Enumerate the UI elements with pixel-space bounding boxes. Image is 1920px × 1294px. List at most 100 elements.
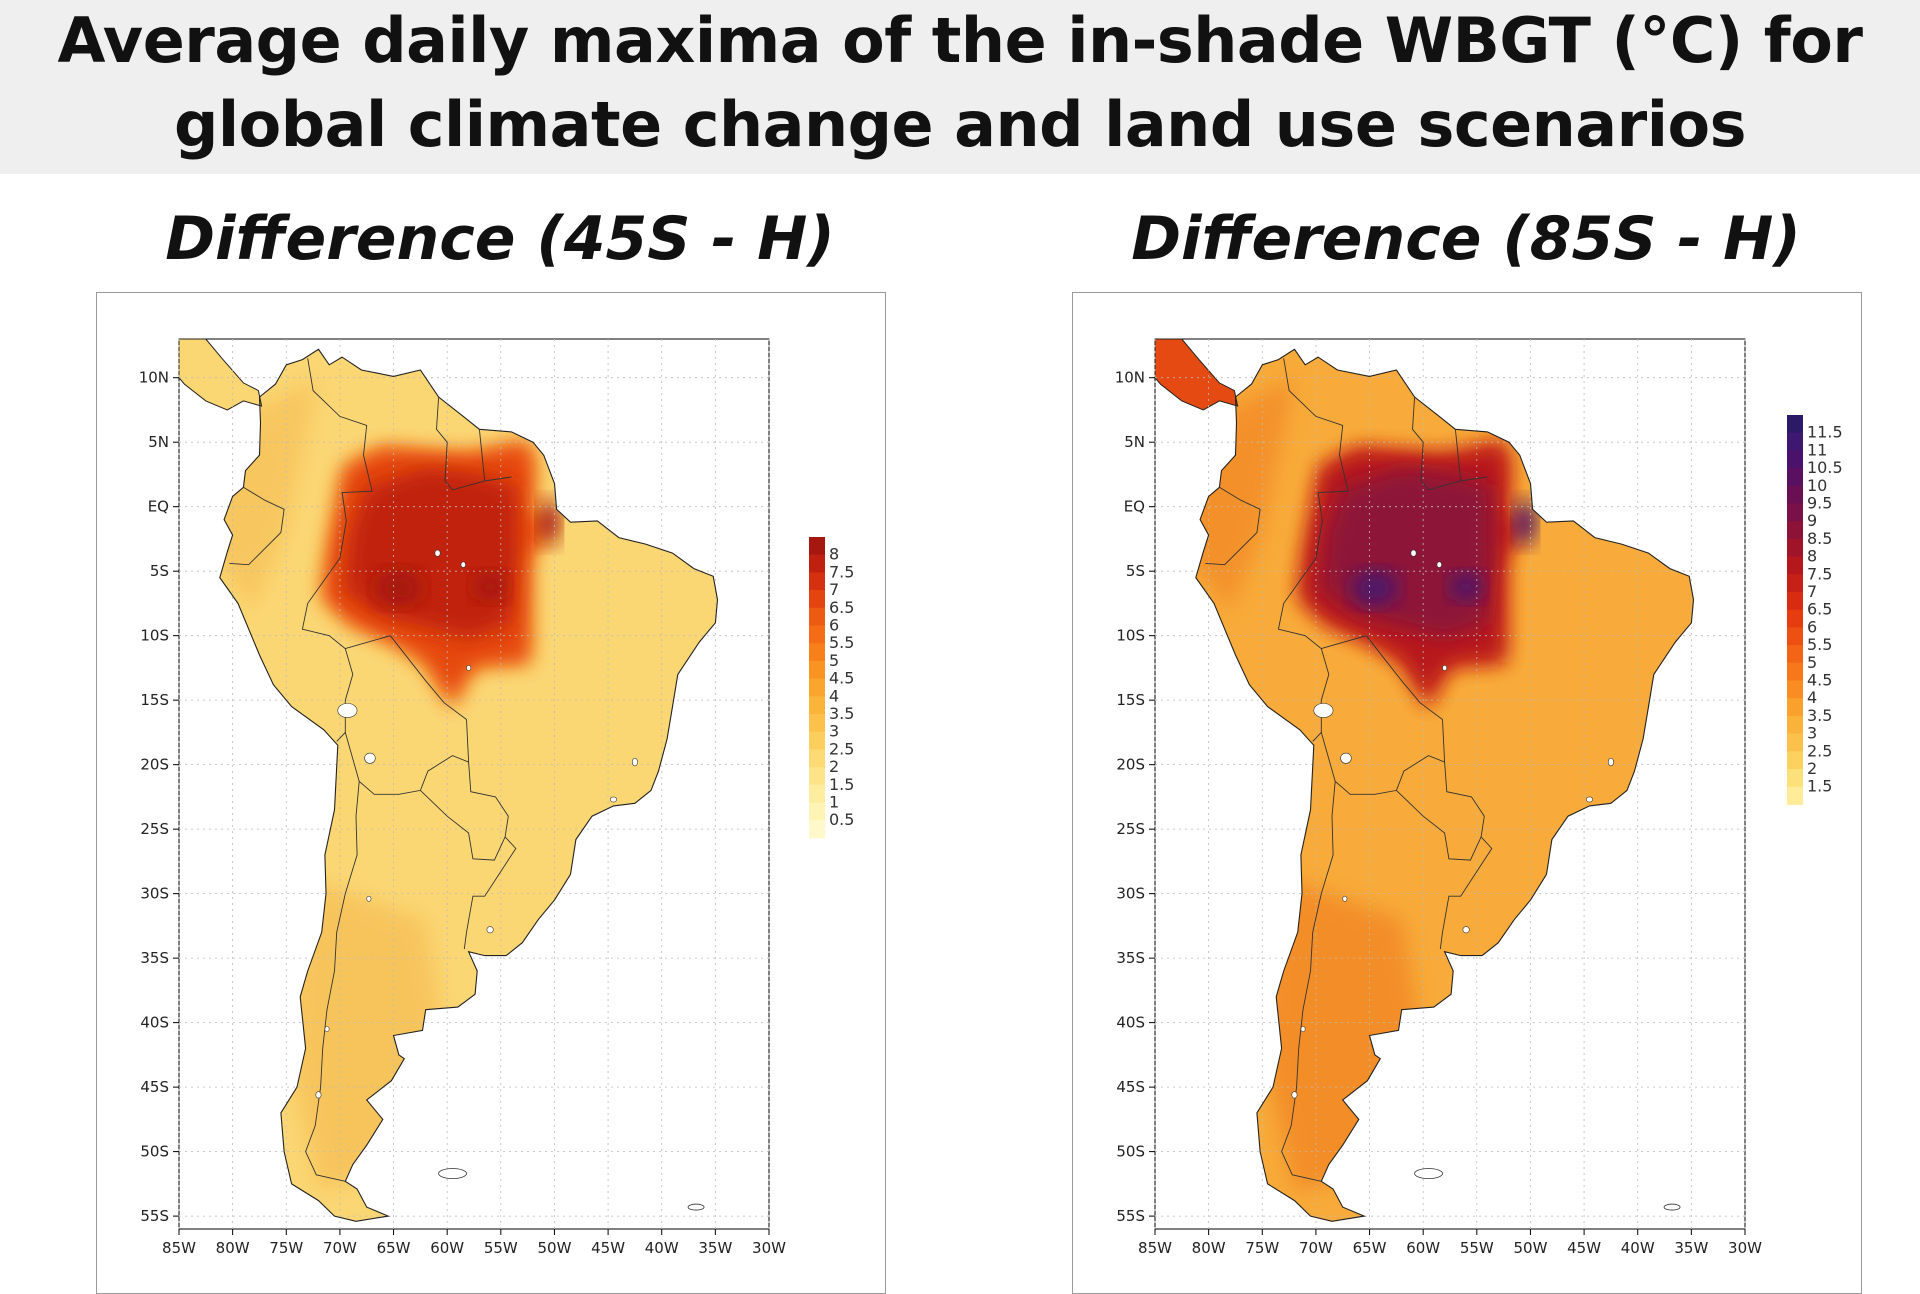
lake xyxy=(1291,1091,1298,1099)
map-panel-45s: 10N 5N EQ 5S 10S 15S 20S 25S 30S 35S 40S 45S 50S 55S 8… xyxy=(96,292,886,1294)
lon-tick-label: 80W xyxy=(216,1239,250,1257)
legend-label: 9 xyxy=(1807,511,1817,530)
lat-tick-label: 40S xyxy=(140,1014,169,1032)
legend-label: 7 xyxy=(829,580,839,599)
legend-label: 5.5 xyxy=(1807,635,1832,654)
lat-tick-label: 10N xyxy=(1115,369,1145,387)
legend-swatch xyxy=(809,731,825,750)
country-border xyxy=(1277,558,1330,733)
lon-tick-label: 60W xyxy=(430,1239,464,1257)
legend-swatch xyxy=(1787,645,1803,664)
country-border xyxy=(420,762,509,861)
lon-tick-label: 45W xyxy=(591,1239,625,1257)
lake xyxy=(1410,549,1417,557)
south-georgia xyxy=(1663,1203,1681,1211)
legend-swatch xyxy=(1787,592,1803,611)
legend-label: 4 xyxy=(829,686,839,705)
lon-tick-label: 30W xyxy=(752,1239,786,1257)
country-border xyxy=(305,781,360,1182)
legend-swatch xyxy=(1787,538,1803,558)
lat-tick-label: 5N xyxy=(1124,433,1145,451)
legend-swatch xyxy=(1787,751,1803,770)
legend-label: 5 xyxy=(829,651,839,670)
lake xyxy=(324,1026,330,1032)
country-border xyxy=(1396,762,1485,861)
lat-tick-label: 50S xyxy=(1116,1143,1145,1161)
lake xyxy=(364,752,376,764)
legend-label: 7 xyxy=(1807,582,1817,601)
lat-tick-label: 10N xyxy=(139,369,169,387)
legend-swatch xyxy=(1787,432,1803,451)
legend-label: 11.5 xyxy=(1807,423,1843,442)
lat-tick-label: 10S xyxy=(140,627,169,645)
country-border xyxy=(307,358,373,559)
legend-label: 6 xyxy=(829,616,839,635)
country-border xyxy=(1454,429,1462,481)
lon-tick-label: 40W xyxy=(1621,1239,1655,1257)
lat-tick-label: 15S xyxy=(140,691,169,709)
country-border xyxy=(1281,781,1336,1182)
lon-tick-label: 35W xyxy=(1674,1239,1708,1257)
panel-title-85s: Difference (85S - H) xyxy=(1131,204,1801,274)
lake xyxy=(460,561,466,568)
lake xyxy=(337,703,358,718)
legend-swatch xyxy=(1787,627,1803,646)
country-border xyxy=(478,429,486,481)
lat-tick-label: 55S xyxy=(1116,1207,1145,1225)
legend-swatch xyxy=(1787,786,1803,805)
legend-label: 1.5 xyxy=(829,775,854,794)
legend-swatch xyxy=(1787,680,1803,699)
legend-label: 6.5 xyxy=(829,598,854,617)
legend-swatch xyxy=(1787,733,1803,752)
lake xyxy=(1442,665,1448,671)
legend-swatch xyxy=(1787,450,1803,469)
legend-swatch xyxy=(809,572,825,591)
legend-swatch xyxy=(1787,662,1803,681)
lon-tick-label: 85W xyxy=(1138,1239,1172,1257)
legend-label: 1.5 xyxy=(1807,777,1832,796)
coastline xyxy=(1195,348,1695,1222)
lon-tick-label: 65W xyxy=(1353,1239,1387,1257)
lake xyxy=(1342,895,1348,902)
lat-tick-label: 10S xyxy=(1116,627,1145,645)
lat-tick-label: 35S xyxy=(1116,949,1145,967)
legend-label: 3 xyxy=(1807,724,1817,743)
legend-swatch xyxy=(809,714,825,733)
lake xyxy=(486,926,494,934)
legend-label: 2.5 xyxy=(1807,741,1832,760)
legend-label: 7.5 xyxy=(1807,564,1832,583)
lake xyxy=(1436,561,1442,568)
legend-swatch xyxy=(809,696,825,715)
lake xyxy=(1607,757,1614,767)
lake xyxy=(466,665,472,671)
peak-spot xyxy=(538,498,560,546)
lat-tick-label: 20S xyxy=(1116,756,1145,774)
legend-swatch xyxy=(1787,769,1803,788)
map-45s: 10N 5N EQ 5S 10S 15S 20S 25S 30S 35S 40S 45S 50S 55S 8… xyxy=(139,338,854,1257)
lat-tick-label: 25S xyxy=(1116,820,1145,838)
legend-label: 3 xyxy=(829,722,839,741)
lake xyxy=(1340,752,1352,764)
lon-tick-label: 65W xyxy=(377,1239,411,1257)
lat-tick-label: 25S xyxy=(140,820,169,838)
lon-tick-label: 70W xyxy=(323,1239,357,1257)
legend-label: 6.5 xyxy=(1807,600,1832,619)
peak-spot xyxy=(375,569,423,606)
legend-label: 3.5 xyxy=(829,704,854,723)
legend-swatch xyxy=(809,678,825,697)
legend-swatch xyxy=(809,537,825,556)
lat-tick-label: 5S xyxy=(150,562,169,580)
legend-swatch xyxy=(809,820,825,839)
main-title-line-2: global climate change and land use scena… xyxy=(174,88,1746,161)
lon-tick-label: 30W xyxy=(1728,1239,1762,1257)
lake xyxy=(1585,796,1593,803)
lake xyxy=(434,549,441,557)
legend-label: 4.5 xyxy=(1807,671,1832,690)
legend-swatch xyxy=(1787,503,1803,522)
legend-label: 6 xyxy=(1807,617,1817,636)
central-america xyxy=(178,338,263,411)
legend-label: 0.5 xyxy=(829,810,854,829)
legend-label: 2.5 xyxy=(829,739,854,758)
legend-swatch xyxy=(809,554,825,573)
lon-tick-label: 55W xyxy=(484,1239,518,1257)
